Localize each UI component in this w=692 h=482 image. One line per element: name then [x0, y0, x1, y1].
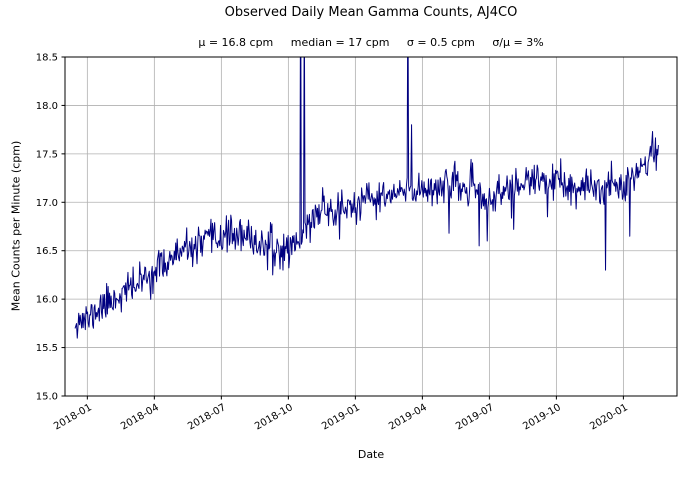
x-tick-label: 2018-01 [52, 402, 94, 432]
y-tick-label: 18.0 [36, 101, 58, 112]
y-tick-label: 17.5 [36, 149, 58, 160]
y-tick-label: 16.5 [36, 246, 58, 257]
plot-border [64, 56, 678, 397]
x-tick-label: 2018-10 [253, 402, 295, 432]
x-axis-label: Date [357, 448, 385, 461]
data-line [74, 57, 659, 339]
y-axis-label: Mean Counts per Minute (cpm) [9, 140, 23, 312]
x-tick-label: 2019-01 [320, 402, 362, 432]
grid-lines [65, 56, 677, 397]
tick-labels: 2018-01 2018-04 2018-07 2018-10 2019-01 2019-… [36, 53, 630, 433]
x-tick-label: 2019-07 [454, 402, 496, 432]
x-tick-label: 2018-04 [119, 402, 161, 432]
x-tick-label: 2018-07 [186, 402, 228, 432]
y-tick-label: 15.0 [36, 392, 58, 403]
chart-stats-subtitle: μ = 16.8 cpm median = 17 cpm σ = 0.5 cpm… [198, 36, 544, 49]
x-tick-label: 2020-01 [588, 402, 630, 432]
y-tick-label: 18.5 [36, 53, 58, 64]
x-tick-label: 2019-04 [387, 402, 429, 432]
y-tick-label: 16.0 [36, 295, 58, 306]
y-tick-label: 17.0 [36, 198, 58, 209]
chart-title: Observed Daily Mean Gamma Counts, AJ4CO [224, 5, 518, 20]
y-tick-label: 15.5 [36, 343, 58, 354]
x-tick-label: 2019-10 [521, 402, 563, 432]
axis-ticks [61, 56, 624, 400]
